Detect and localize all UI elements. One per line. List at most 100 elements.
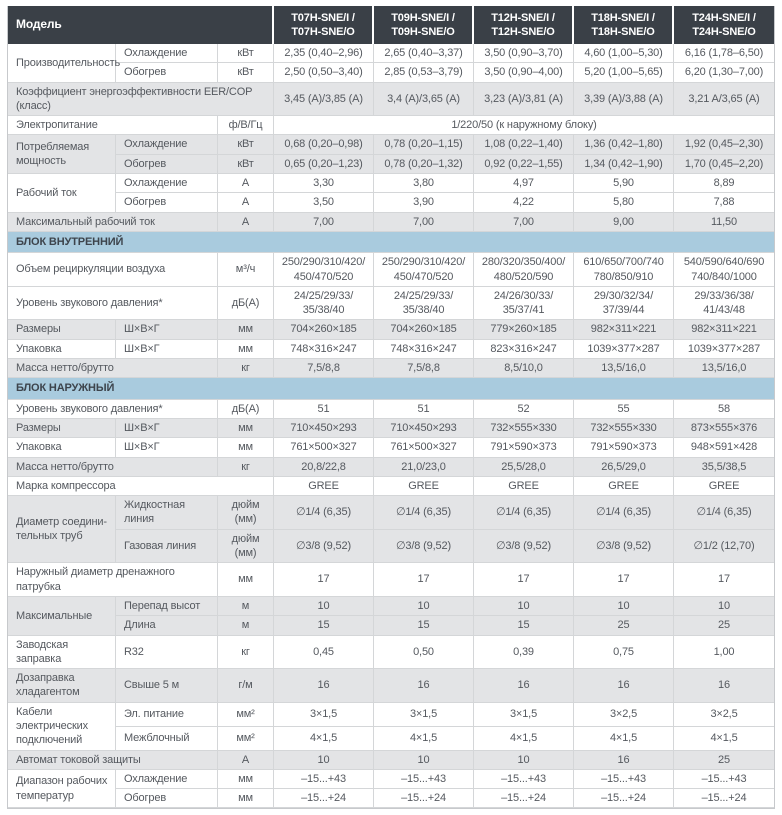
value-cell: 17 <box>274 563 374 597</box>
unit-cell: мм <box>218 789 274 809</box>
unit-cell: кг <box>218 359 274 379</box>
value-cell: 3×2,5 <box>674 702 774 727</box>
row-sublabel: Охлаждение <box>116 174 218 194</box>
value-cell: 3,50 <box>274 193 374 213</box>
row-label: Кабели электрических подключений <box>8 702 116 751</box>
row-label: Упаковка <box>8 339 116 360</box>
table-row: Масса нетто/брутто кг 7,5/8,8 7,5/8,8 8,5/10… <box>8 359 774 379</box>
column-header-t24: T24H-SNE/I / T24H-SNE/O <box>674 6 774 44</box>
table-row: Уровень звукового давления* дБ(А) 24/25/29… <box>8 286 774 321</box>
row-label: Коэффициент энергоэффективности EER/COP … <box>8 82 274 117</box>
spec-body: Производительность Охлаждение кВт 2,35 (0,4… <box>8 44 774 809</box>
value-cell: –15...+24 <box>674 789 774 809</box>
value-cell: 761×500×327 <box>274 438 374 458</box>
value-cell: 704×260×185 <box>274 320 374 340</box>
value-cell: 4×1,5 <box>374 726 474 751</box>
value-cell: –15...+24 <box>574 789 674 809</box>
value-cell: ∅3/8 (9,52) <box>274 529 374 564</box>
table-row: Марка компрессора GREE GREE GREE GREE GREE <box>8 476 774 497</box>
unit-cell: кг <box>218 635 274 670</box>
row-label: Автомат токовой защиты <box>8 750 218 770</box>
table-row: Обогрев мм –15...+24 –15...+24 –15...+24 –15.… <box>8 789 774 809</box>
value-cell: GREE <box>474 476 574 497</box>
value-cell: 10 <box>274 750 374 770</box>
value-cell: 250/290/310/420/ 450/470/520 <box>374 253 474 287</box>
value-cell: ∅3/8 (9,52) <box>474 529 574 564</box>
value-cell: 16 <box>474 669 574 703</box>
row-label: Марка компрессора <box>8 476 274 497</box>
value-cell: 250/290/310/420/ 450/470/520 <box>274 253 374 287</box>
value-cell: 8,5/10,0 <box>474 359 574 379</box>
value-cell: 5,20 (1,00–5,65) <box>574 63 674 83</box>
section-header-label: БЛОК ВНУТРЕННИЙ <box>8 231 774 254</box>
value-cell: ∅1/4 (6,35) <box>474 496 574 530</box>
table-row: Размеры Ш×В×Г мм 704×260×185 704×260×185 779×… <box>8 320 774 340</box>
value-cell: 280/320/350/400/ 480/520/590 <box>474 253 574 287</box>
value-cell: 4,22 <box>474 193 574 213</box>
value-cell: 24/25/29/33/ 35/38/40 <box>374 286 474 321</box>
value-cell: 6,16 (1,78–6,50) <box>674 44 774 64</box>
row-label: Диапазон рабочих температур <box>8 769 116 809</box>
value-cell: 3,39 (A)/3,88 (A) <box>574 82 674 117</box>
column-header-t07: T07H-SNE/I / T07H-SNE/O <box>274 6 374 44</box>
value-cell: 3,30 <box>274 174 374 194</box>
value-cell: 704×260×185 <box>374 320 474 340</box>
table-row: Потребляемая мощность Охлаждение кВт 0,68 (… <box>8 135 774 175</box>
unit-cell: дюйм (мм) <box>218 529 274 564</box>
value-cell: 25,5/28,0 <box>474 457 574 477</box>
section-header-row: БЛОК ВНУТРЕННИЙ <box>8 231 774 254</box>
value-cell: 7,5/8,8 <box>374 359 474 379</box>
value-cell: 10 <box>474 596 574 617</box>
row-label: Потребляемая мощность <box>8 135 116 175</box>
value-cell: ∅1/4 (6,35) <box>574 496 674 530</box>
value-cell: 761×500×327 <box>374 438 474 458</box>
unit-cell: мм² <box>218 702 274 727</box>
value-cell: 779×260×185 <box>474 320 574 340</box>
value-cell: 11,50 <box>674 212 774 232</box>
row-sublabel: Охлаждение <box>116 135 218 155</box>
value-cell: 2,35 (0,40–2,96) <box>274 44 374 64</box>
value-cell: 4,97 <box>474 174 574 194</box>
value-cell: 29/33/36/38/ 41/43/48 <box>674 286 774 321</box>
value-cell: 13,5/16,0 <box>574 359 674 379</box>
value-cell: 17 <box>674 563 774 597</box>
row-sublabel: Жидкостная линия <box>116 496 218 530</box>
value-cell: 732×555×330 <box>474 418 574 439</box>
unit-cell: мм <box>218 320 274 340</box>
value-cell: 791×590×373 <box>574 438 674 458</box>
value-cell: 10 <box>474 750 574 770</box>
row-label: Размеры <box>8 418 116 439</box>
value-cell: 1039×377×287 <box>674 339 774 360</box>
table-row: Упаковка Ш×В×Г мм 748×316×247 748×316×247 823… <box>8 339 774 360</box>
row-sublabel: Охлаждение <box>116 769 218 790</box>
unit-cell: кВт <box>218 135 274 155</box>
value-cell: 710×450×293 <box>374 418 474 439</box>
row-label: Максимальные <box>8 596 116 636</box>
value-cell: 15 <box>374 616 474 636</box>
row-sublabel: Газовая линия <box>116 529 218 564</box>
value-cell: 7,00 <box>474 212 574 232</box>
value-cell: 25 <box>674 750 774 770</box>
value-cell: 9,00 <box>574 212 674 232</box>
model-header-label: Модель <box>8 6 274 44</box>
value-cell: GREE <box>274 476 374 497</box>
value-cell: 4,60 (1,00–5,30) <box>574 44 674 64</box>
value-cell: 7,88 <box>674 193 774 213</box>
value-cell: 4×1,5 <box>474 726 574 751</box>
row-label: Электропитание <box>8 116 218 136</box>
table-row: Диапазон рабочих температур Охлаждение мм –… <box>8 769 774 809</box>
table-row: Обогрев кВт 2,50 (0,50–3,40) 2,85 (0,53–3,7… <box>8 63 774 83</box>
row-label: Максимальный рабочий ток <box>8 212 218 232</box>
value-cell: 3×1,5 <box>274 702 374 727</box>
row-sublabel: Обогрев <box>116 789 218 809</box>
table-row: Кабели электрических подключений Эл. пита… <box>8 702 774 751</box>
value-cell: GREE <box>674 476 774 497</box>
value-cell: 17 <box>474 563 574 597</box>
value-cell: –15...+43 <box>274 769 374 790</box>
value-cell: 3,50 (0,90–3,70) <box>474 44 574 64</box>
value-cell: 3,4 (A)/3,65 (A) <box>374 82 474 117</box>
value-cell: 15 <box>274 616 374 636</box>
value-cell: 52 <box>474 399 574 419</box>
value-cell: 7,00 <box>274 212 374 232</box>
row-sublabel: Обогрев <box>116 154 218 175</box>
